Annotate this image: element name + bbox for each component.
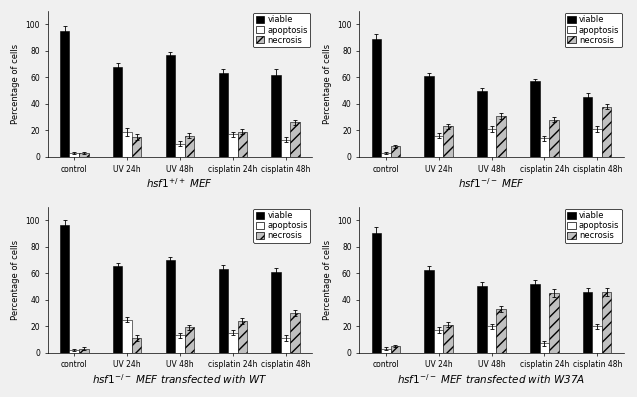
Bar [496, 309, 506, 353]
Bar [218, 73, 228, 157]
Bar [281, 140, 290, 157]
Bar [185, 136, 194, 157]
Bar [443, 325, 453, 353]
Bar [381, 153, 390, 157]
Bar [132, 338, 141, 353]
Bar [371, 39, 381, 157]
Bar [113, 67, 122, 157]
Bar [218, 269, 228, 353]
Bar [175, 335, 185, 353]
Y-axis label: Percentage of cells: Percentage of cells [323, 44, 332, 124]
Bar [290, 123, 300, 157]
Bar [530, 81, 540, 157]
Bar [60, 225, 69, 353]
Bar [69, 350, 79, 353]
Bar [530, 284, 540, 353]
Bar [592, 129, 602, 157]
Bar [166, 55, 175, 157]
Bar [79, 153, 89, 157]
Bar [371, 233, 381, 353]
Bar [477, 91, 487, 157]
Bar [424, 270, 434, 353]
X-axis label: $hsf1^{-/-}$ MEF transfected with WT: $hsf1^{-/-}$ MEF transfected with WT [92, 372, 268, 386]
Bar [238, 132, 247, 157]
Bar [132, 137, 141, 157]
Legend: viable, apoptosis, necrosis: viable, apoptosis, necrosis [254, 13, 310, 47]
Legend: viable, apoptosis, necrosis: viable, apoptosis, necrosis [565, 13, 622, 47]
Bar [549, 120, 559, 157]
Bar [602, 292, 612, 353]
Bar [434, 330, 443, 353]
Bar [290, 313, 300, 353]
Bar [602, 106, 612, 157]
Bar [540, 139, 549, 157]
Bar [487, 129, 496, 157]
Bar [79, 349, 89, 353]
Bar [271, 272, 281, 353]
Bar [122, 132, 132, 157]
Y-axis label: Percentage of cells: Percentage of cells [11, 240, 20, 320]
Bar [238, 321, 247, 353]
Bar [175, 144, 185, 157]
X-axis label: $hsf1^{-/-}$ MEF transfected with W37A: $hsf1^{-/-}$ MEF transfected with W37A [397, 372, 585, 386]
Bar [434, 136, 443, 157]
Legend: viable, apoptosis, necrosis: viable, apoptosis, necrosis [254, 208, 310, 243]
Bar [443, 127, 453, 157]
Bar [122, 320, 132, 353]
Bar [166, 260, 175, 353]
X-axis label: $hsf1^{-/-}$ MEF: $hsf1^{-/-}$ MEF [458, 176, 525, 190]
Bar [281, 338, 290, 353]
Bar [477, 286, 487, 353]
Bar [113, 266, 122, 353]
Y-axis label: Percentage of cells: Percentage of cells [11, 44, 20, 124]
Bar [592, 326, 602, 353]
Bar [549, 293, 559, 353]
Bar [583, 97, 592, 157]
Bar [424, 76, 434, 157]
Y-axis label: Percentage of cells: Percentage of cells [323, 240, 332, 320]
Bar [69, 153, 79, 157]
Bar [271, 75, 281, 157]
Bar [381, 349, 390, 353]
Bar [228, 135, 238, 157]
Bar [496, 116, 506, 157]
Bar [390, 346, 400, 353]
X-axis label: $hsf1^{+/+}$ MEF: $hsf1^{+/+}$ MEF [147, 176, 213, 190]
Bar [487, 326, 496, 353]
Bar [60, 31, 69, 157]
Legend: viable, apoptosis, necrosis: viable, apoptosis, necrosis [565, 208, 622, 243]
Bar [540, 343, 549, 353]
Bar [185, 328, 194, 353]
Bar [228, 333, 238, 353]
Bar [390, 146, 400, 157]
Bar [583, 292, 592, 353]
